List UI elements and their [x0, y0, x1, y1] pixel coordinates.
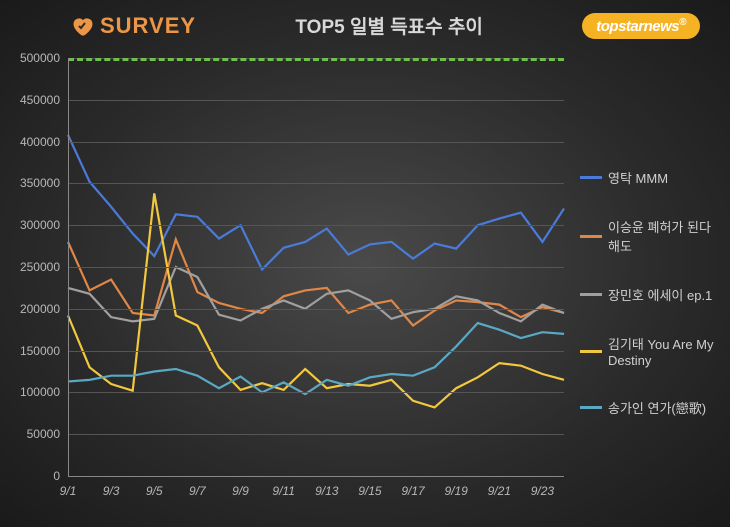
y-axis-label: 500000 — [20, 51, 60, 65]
series-line — [68, 135, 564, 270]
legend-item: 장민호 에세이 ep.1 — [580, 285, 720, 304]
gridline — [68, 267, 564, 268]
legend-swatch — [580, 235, 602, 238]
y-axis-label: 250000 — [20, 260, 60, 274]
gridline — [68, 225, 564, 226]
chart-title: TOP5 일별 득표수 추이 — [295, 12, 482, 39]
legend-swatch — [580, 176, 602, 179]
header: SURVEY TOP5 일별 득표수 추이 topstarnews® — [0, 0, 730, 45]
legend-label: 김기태 You Are My Destiny — [608, 334, 720, 368]
series-line — [68, 239, 564, 325]
legend-item: 이승윤 폐허가 된다 해도 — [580, 217, 720, 255]
topstar-badge: topstarnews® — [582, 13, 700, 39]
legend-item: 김기태 You Are My Destiny — [580, 334, 720, 368]
y-axis-label: 450000 — [20, 93, 60, 107]
gridline — [68, 351, 564, 352]
x-axis-label: 9/1 — [60, 484, 77, 498]
x-axis-label: 9/9 — [232, 484, 249, 498]
gridline — [68, 142, 564, 143]
y-axis-label: 150000 — [20, 344, 60, 358]
legend: 영탁 MMM 이승윤 폐허가 된다 해도장민호 에세이 ep.1 김기태 You A… — [580, 168, 720, 447]
chart: 0 50000 100000 150000 200000 250000 300000 3500… — [0, 48, 730, 518]
x-axis-label: 9/23 — [531, 484, 554, 498]
series-line — [68, 323, 564, 394]
legend-swatch — [580, 350, 602, 353]
gridline — [68, 100, 564, 101]
x-axis-label: 9/3 — [103, 484, 120, 498]
x-axis-label: 9/17 — [401, 484, 424, 498]
legend-swatch — [580, 293, 602, 296]
survey-heart-icon — [70, 14, 94, 38]
legend-label: 장민호 에세이 ep.1 — [608, 285, 712, 304]
legend-swatch — [580, 406, 602, 409]
legend-label: 송가인 연가(戀歌) — [608, 398, 706, 417]
x-axis-label: 9/15 — [358, 484, 381, 498]
x-axis-label: 9/21 — [488, 484, 511, 498]
plot-area: 0500001000001500002000002500003000003500… — [68, 58, 564, 476]
target-line — [68, 58, 564, 61]
x-axis-label: 9/19 — [444, 484, 467, 498]
gridline — [68, 434, 564, 435]
y-axis-label: 350000 — [20, 176, 60, 190]
survey-text: SURVEY — [100, 13, 196, 39]
gridline — [68, 309, 564, 310]
x-axis-label: 9/11 — [272, 484, 294, 498]
y-axis-label: 100000 — [20, 385, 60, 399]
gridline — [68, 183, 564, 184]
legend-item: 송가인 연가(戀歌) — [580, 398, 720, 417]
x-axis-label: 9/13 — [315, 484, 338, 498]
legend-label: 이승윤 폐허가 된다 해도 — [608, 217, 720, 255]
y-axis-label: 400000 — [20, 135, 60, 149]
y-axis-label: 200000 — [20, 302, 60, 316]
x-axis — [68, 476, 564, 477]
y-axis-label: 300000 — [20, 218, 60, 232]
legend-item: 영탁 MMM — [580, 168, 720, 187]
legend-label: 영탁 MMM — [608, 168, 668, 187]
x-axis-label: 9/5 — [146, 484, 163, 498]
x-axis-label: 9/7 — [189, 484, 206, 498]
y-axis-label: 50000 — [27, 427, 60, 441]
gridline — [68, 392, 564, 393]
y-axis-label: 0 — [53, 469, 60, 483]
y-axis — [68, 58, 69, 476]
survey-logo: SURVEY — [70, 13, 196, 39]
